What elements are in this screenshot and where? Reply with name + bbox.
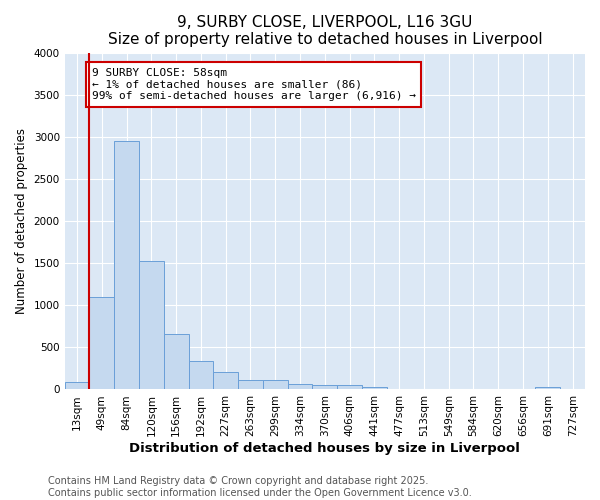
Y-axis label: Number of detached properties: Number of detached properties <box>15 128 28 314</box>
Bar <box>362 386 387 390</box>
X-axis label: Distribution of detached houses by size in Liverpool: Distribution of detached houses by size … <box>130 442 520 455</box>
Bar <box>337 385 362 390</box>
Text: Contains HM Land Registry data © Crown copyright and database right 2025.
Contai: Contains HM Land Registry data © Crown c… <box>48 476 472 498</box>
Bar <box>287 384 313 390</box>
Bar <box>114 141 139 390</box>
Bar <box>164 334 188 390</box>
Bar <box>263 380 287 390</box>
Text: 9 SURBY CLOSE: 58sqm
← 1% of detached houses are smaller (86)
99% of semi-detach: 9 SURBY CLOSE: 58sqm ← 1% of detached ho… <box>92 68 416 101</box>
Title: 9, SURBY CLOSE, LIVERPOOL, L16 3GU
Size of property relative to detached houses : 9, SURBY CLOSE, LIVERPOOL, L16 3GU Size … <box>107 15 542 48</box>
Bar <box>214 372 238 390</box>
Bar <box>313 385 337 390</box>
Bar <box>535 387 560 390</box>
Bar <box>188 361 214 390</box>
Bar <box>89 297 114 390</box>
Bar <box>139 260 164 390</box>
Bar <box>65 382 89 390</box>
Bar <box>238 380 263 390</box>
